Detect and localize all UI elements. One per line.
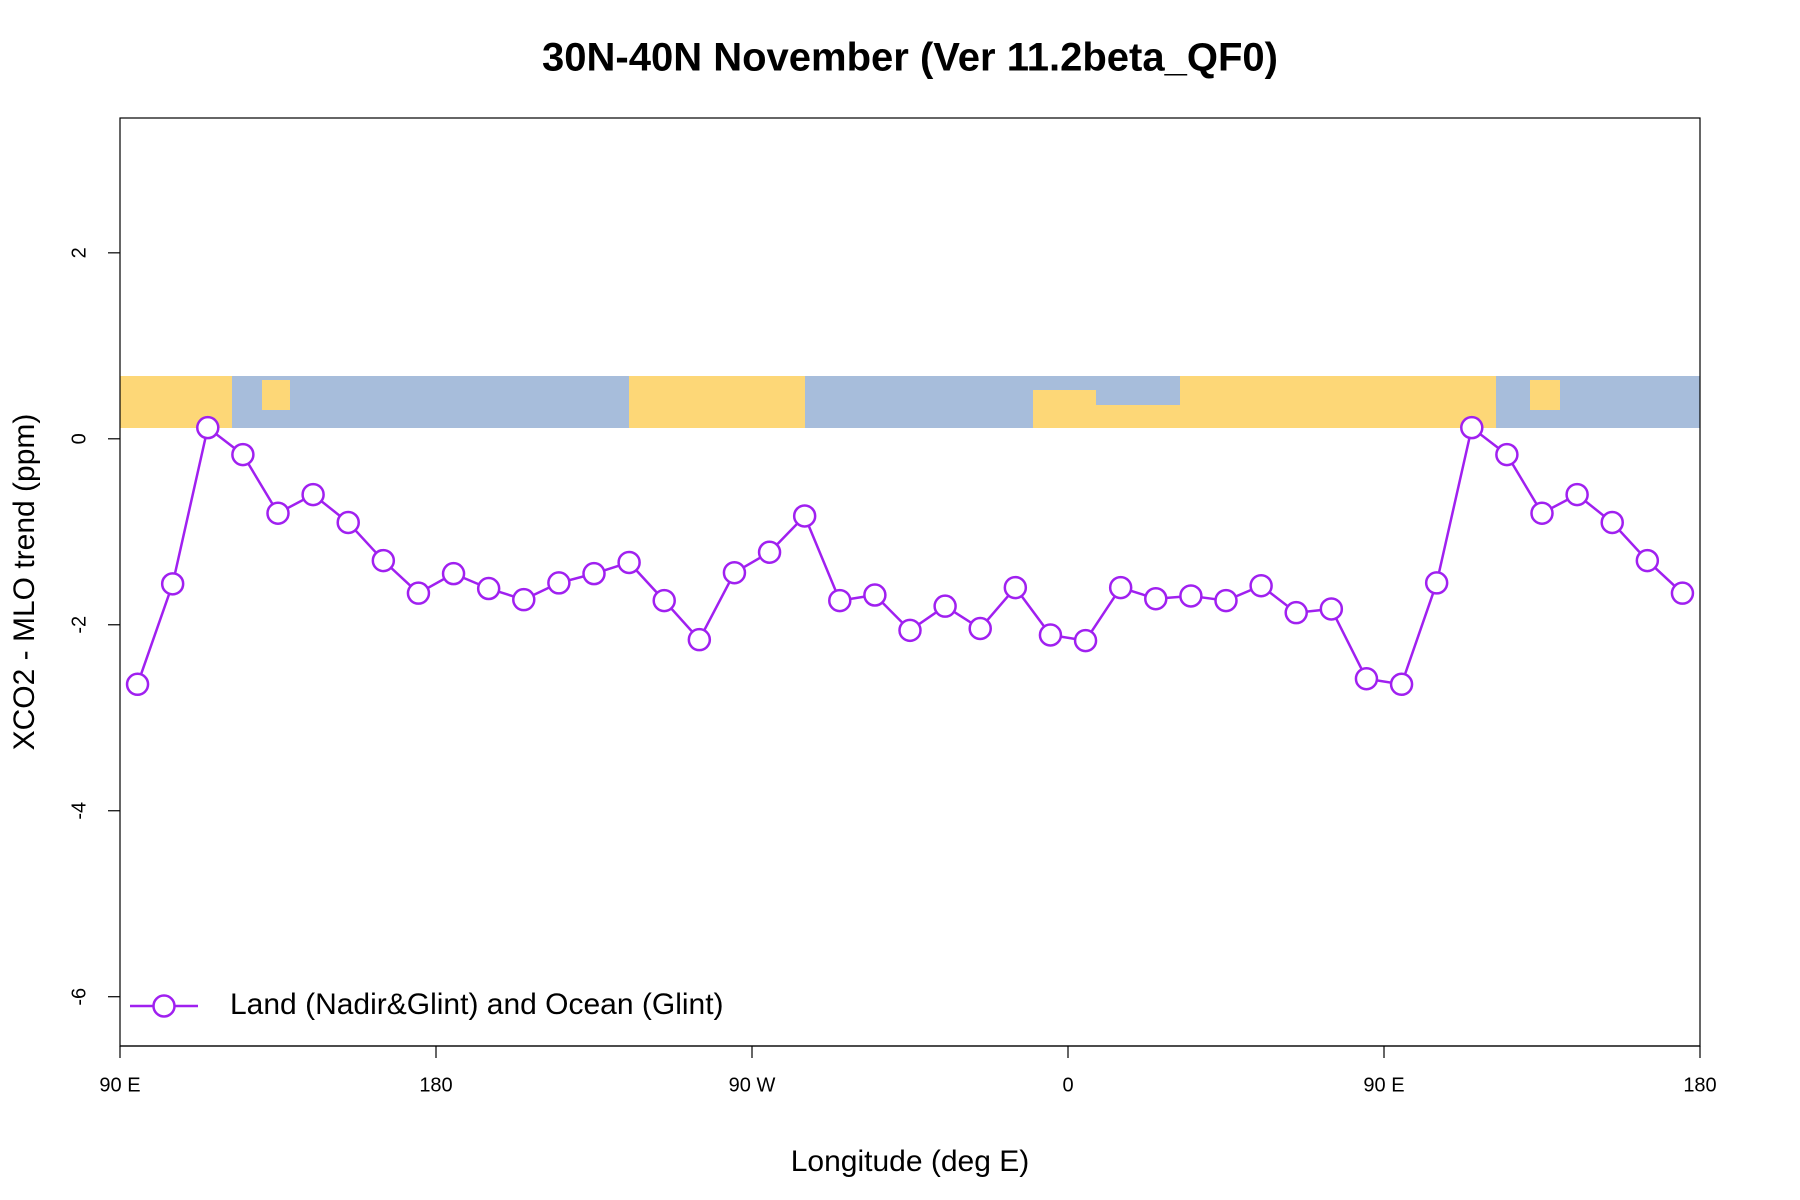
data-point <box>1635 548 1660 573</box>
data-point <box>406 581 431 605</box>
data-point <box>1670 581 1695 605</box>
legend-marker <box>152 994 176 1018</box>
data-point <box>1565 482 1589 507</box>
legend-label: Land (Nadir&Glint) and Ocean (Glint) <box>230 988 724 1021</box>
data-point <box>441 561 466 586</box>
data-point <box>231 442 255 467</box>
x-tick-label: 180 <box>1683 1074 1716 1096</box>
data-point <box>266 501 290 525</box>
data-point <box>1214 588 1238 613</box>
data-point <box>476 576 501 601</box>
data-point <box>582 561 606 586</box>
data-point <box>1495 442 1519 467</box>
land <box>1180 376 1496 428</box>
data-point <box>1003 575 1028 600</box>
data-point <box>512 587 536 612</box>
data-point <box>863 583 887 607</box>
x-tick-label: 90 E <box>99 1074 140 1096</box>
data-point <box>617 550 641 575</box>
data-point <box>301 482 325 507</box>
land <box>1530 380 1560 410</box>
chart-title: 30N-40N November (Ver 11.2beta_QF0) <box>542 36 1278 80</box>
data-point <box>336 510 360 535</box>
data-point <box>125 672 150 697</box>
land <box>1033 390 1096 428</box>
x-axis-label: Longitude (deg E) <box>791 1145 1030 1178</box>
data-point <box>547 571 571 595</box>
data-point <box>652 588 676 613</box>
plot-frame <box>119 117 1701 1047</box>
data-point <box>1424 571 1449 595</box>
series-line <box>136 425 1684 686</box>
data-point <box>1389 672 1414 697</box>
data-point <box>1284 600 1308 625</box>
land <box>262 380 290 410</box>
y-tick-label: 0 <box>68 433 90 444</box>
land <box>629 376 805 428</box>
data-point <box>757 540 782 564</box>
land <box>1096 405 1180 428</box>
data-point <box>1038 623 1063 647</box>
y-tick-label: -6 <box>68 988 90 1006</box>
x-tick-label: 90 W <box>729 1074 776 1096</box>
map-band <box>120 376 1700 428</box>
y-tick-label: -4 <box>68 802 90 820</box>
data-point <box>1460 415 1484 440</box>
data-point <box>1179 584 1203 608</box>
data-point <box>196 415 220 440</box>
y-tick-label: -2 <box>68 616 90 634</box>
data-point <box>898 618 922 643</box>
data-point <box>1073 628 1098 653</box>
data-point <box>933 594 957 618</box>
data-point <box>1108 575 1133 600</box>
y-axis-label: XCO2 - MLO trend (ppm) <box>8 414 41 751</box>
x-tick-label: 0 <box>1062 1074 1073 1096</box>
data-point <box>722 560 747 585</box>
data-point <box>1144 586 1168 611</box>
data-point <box>1600 510 1624 535</box>
y-tick-label: 2 <box>68 247 90 258</box>
data-point <box>828 588 852 613</box>
data-point <box>1319 597 1344 621</box>
data-point <box>371 548 396 573</box>
data-point <box>1530 501 1554 525</box>
data-point <box>1354 666 1379 691</box>
x-tick-label: 180 <box>419 1074 452 1096</box>
data-point <box>792 504 817 528</box>
data-point <box>160 572 185 596</box>
data-point <box>968 616 992 641</box>
data-point <box>1249 573 1273 598</box>
x-tick-label: 90 E <box>1363 1074 1404 1096</box>
data-point <box>687 627 712 652</box>
